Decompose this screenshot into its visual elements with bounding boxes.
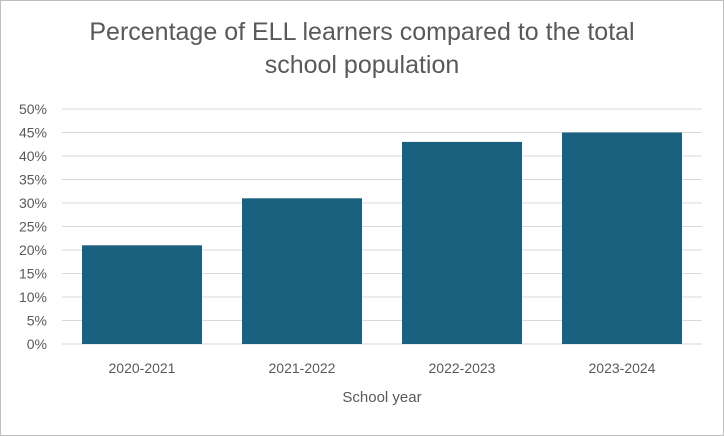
y-tick-label: 0%: [27, 336, 47, 352]
y-axis-ticks: 0% 5% 10% 15% 20% 25% 30% 35% 40% 45% 50%: [19, 101, 47, 352]
y-tick-label: 40%: [19, 148, 47, 164]
y-tick-label: 25%: [19, 219, 47, 235]
y-tick-label: 50%: [19, 101, 47, 117]
bars: [82, 132, 682, 344]
chart-title: Percentage of ELL learners compared to t…: [89, 18, 635, 79]
y-tick-label: 15%: [19, 266, 47, 282]
y-tick-label: 30%: [19, 195, 47, 211]
bar-2023-2024: [562, 132, 682, 344]
x-tick-label: 2021-2022: [269, 360, 336, 376]
x-axis-ticks: 2020-2021 2021-2022 2022-2023 2023-2024: [109, 360, 656, 376]
y-tick-label: 10%: [19, 289, 47, 305]
x-axis-title: School year: [342, 389, 421, 406]
x-tick-label: 2022-2023: [429, 360, 496, 376]
bar-2020-2021: [82, 245, 202, 344]
y-tick-label: 45%: [19, 125, 47, 141]
y-tick-label: 35%: [19, 172, 47, 188]
bar-2022-2023: [402, 141, 522, 344]
x-tick-label: 2023-2024: [589, 360, 656, 376]
x-tick-label: 2020-2021: [109, 360, 176, 376]
y-tick-label: 5%: [27, 313, 47, 329]
y-tick-label: 20%: [19, 242, 47, 258]
bar-2021-2022: [242, 198, 362, 344]
